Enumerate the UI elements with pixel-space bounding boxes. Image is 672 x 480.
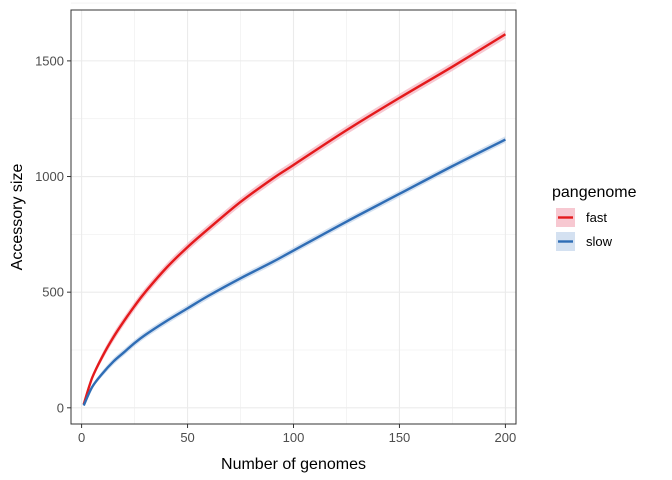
x-tick-label: 50	[180, 430, 194, 445]
y-tick-label: 500	[42, 285, 64, 300]
x-tick-label: 0	[78, 430, 85, 445]
line-fast	[82, 33, 507, 405]
series-lines	[82, 33, 507, 407]
line-slow	[82, 138, 506, 407]
legend-title: pangenome	[552, 184, 637, 201]
y-axis-title: Accessory size	[9, 164, 26, 271]
x-tick-label: 200	[495, 430, 517, 445]
x-axis-title: Number of genomes	[221, 456, 366, 473]
axis-ticks: 0 50 100 150 200 0 500 1000 1500	[35, 53, 516, 445]
y-tick-label: 1500	[35, 53, 64, 68]
y-tick-label: 1000	[35, 169, 64, 184]
band-slow	[83, 136, 506, 407]
plot-panel	[71, 2, 516, 424]
legend-label-slow: slow	[586, 234, 613, 249]
x-tick-label: 150	[389, 430, 411, 445]
confidence-bands	[83, 30, 506, 407]
legend-label-fast: fast	[586, 210, 607, 225]
legend: pangenome fast slow	[552, 184, 637, 251]
x-tick-label: 100	[283, 430, 305, 445]
y-tick-label: 0	[57, 400, 64, 415]
